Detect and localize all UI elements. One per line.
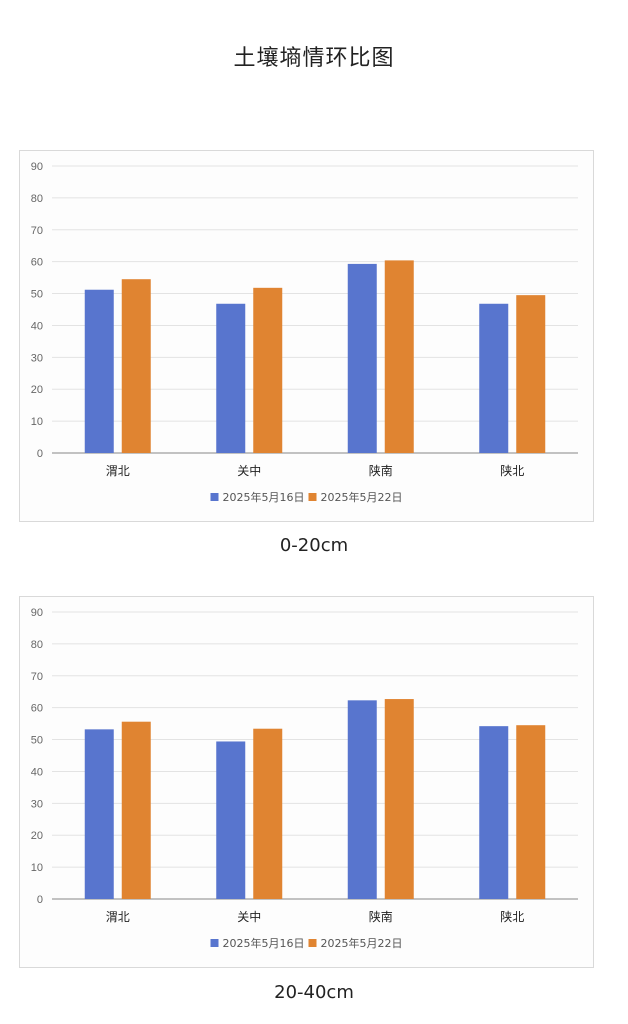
bar-关中-series-2 (253, 728, 283, 899)
bar-陕南-series-1 (347, 263, 377, 453)
bar-陕北-series-1 (479, 303, 509, 453)
bar-陕南-series-2 (384, 699, 414, 899)
legend-swatch (308, 493, 317, 501)
category-label: 关中 (237, 463, 261, 478)
y-tick-label: 30 (31, 352, 43, 364)
y-tick-label: 90 (31, 161, 43, 173)
legend-swatch (210, 493, 219, 501)
y-tick-label: 0 (37, 894, 43, 906)
category-label: 渭北 (106, 464, 130, 478)
y-tick-label: 40 (31, 320, 43, 332)
bar-陕北-series-1 (479, 726, 509, 899)
legend-swatch (210, 939, 219, 947)
bar-渭北-series-1 (84, 729, 114, 899)
chart-caption-20-40cm: 20-40cm (274, 982, 354, 1003)
y-tick-label: 80 (31, 639, 43, 651)
category-label: 陕北 (500, 463, 524, 478)
category-label: 陕北 (500, 909, 524, 924)
y-tick-label: 10 (31, 416, 43, 428)
y-tick-label: 50 (31, 735, 43, 747)
bar-渭北-series-1 (84, 289, 114, 453)
legend-label: 2025年5月22日 (321, 936, 403, 950)
y-tick-label: 80 (31, 193, 43, 205)
legend-swatch (308, 939, 317, 947)
bar-陕南-series-2 (384, 260, 414, 453)
bar-关中-series-1 (216, 303, 246, 453)
bar-陕南-series-1 (347, 700, 377, 899)
category-label: 陕南 (369, 909, 393, 924)
chart-0-20cm: 0 10 20 30 40 50 60 70 80 90 渭北 关中 陕南 陕北 2025年5月16日 202… (19, 150, 594, 522)
bar-渭北-series-2 (121, 721, 151, 899)
chart-svg: 0 10 20 30 40 50 60 70 80 90 渭北 关中 陕南 陕北 2025年5月16日 202… (31, 161, 578, 504)
y-tick-label: 40 (31, 766, 43, 778)
legend-label: 2025年5月16日 (223, 936, 305, 950)
chart-svg: 0 10 20 30 40 50 60 70 80 90 渭北 关中 陕南 陕北 2025年5月16日 202… (31, 607, 578, 950)
bar-渭北-series-2 (121, 279, 151, 453)
legend-label: 2025年5月16日 (223, 490, 305, 504)
chart-20-40cm: 0 10 20 30 40 50 60 70 80 90 渭北 关中 陕南 陕北 2025年5月16日 202… (19, 596, 594, 968)
y-tick-label: 20 (31, 830, 43, 842)
category-label: 陕南 (369, 463, 393, 478)
bar-关中-series-2 (253, 287, 283, 453)
y-tick-label: 70 (31, 225, 43, 237)
y-tick-label: 90 (31, 607, 43, 619)
bar-陕北-series-2 (516, 725, 546, 899)
y-tick-label: 30 (31, 798, 43, 810)
bar-陕北-series-2 (516, 295, 546, 453)
y-tick-label: 20 (31, 384, 43, 396)
y-tick-label: 60 (31, 257, 43, 269)
legend-label: 2025年5月22日 (321, 490, 403, 504)
category-label: 关中 (237, 909, 261, 924)
chart-caption-0-20cm: 0-20cm (279, 535, 349, 556)
y-tick-label: 60 (31, 703, 43, 715)
y-tick-label: 70 (31, 671, 43, 683)
category-label: 渭北 (106, 910, 130, 924)
y-tick-label: 50 (31, 289, 43, 301)
y-tick-label: 0 (37, 448, 43, 460)
bar-关中-series-1 (216, 741, 246, 899)
page-title: 土壤墒情环比图 (233, 46, 395, 71)
y-tick-label: 10 (31, 862, 43, 874)
